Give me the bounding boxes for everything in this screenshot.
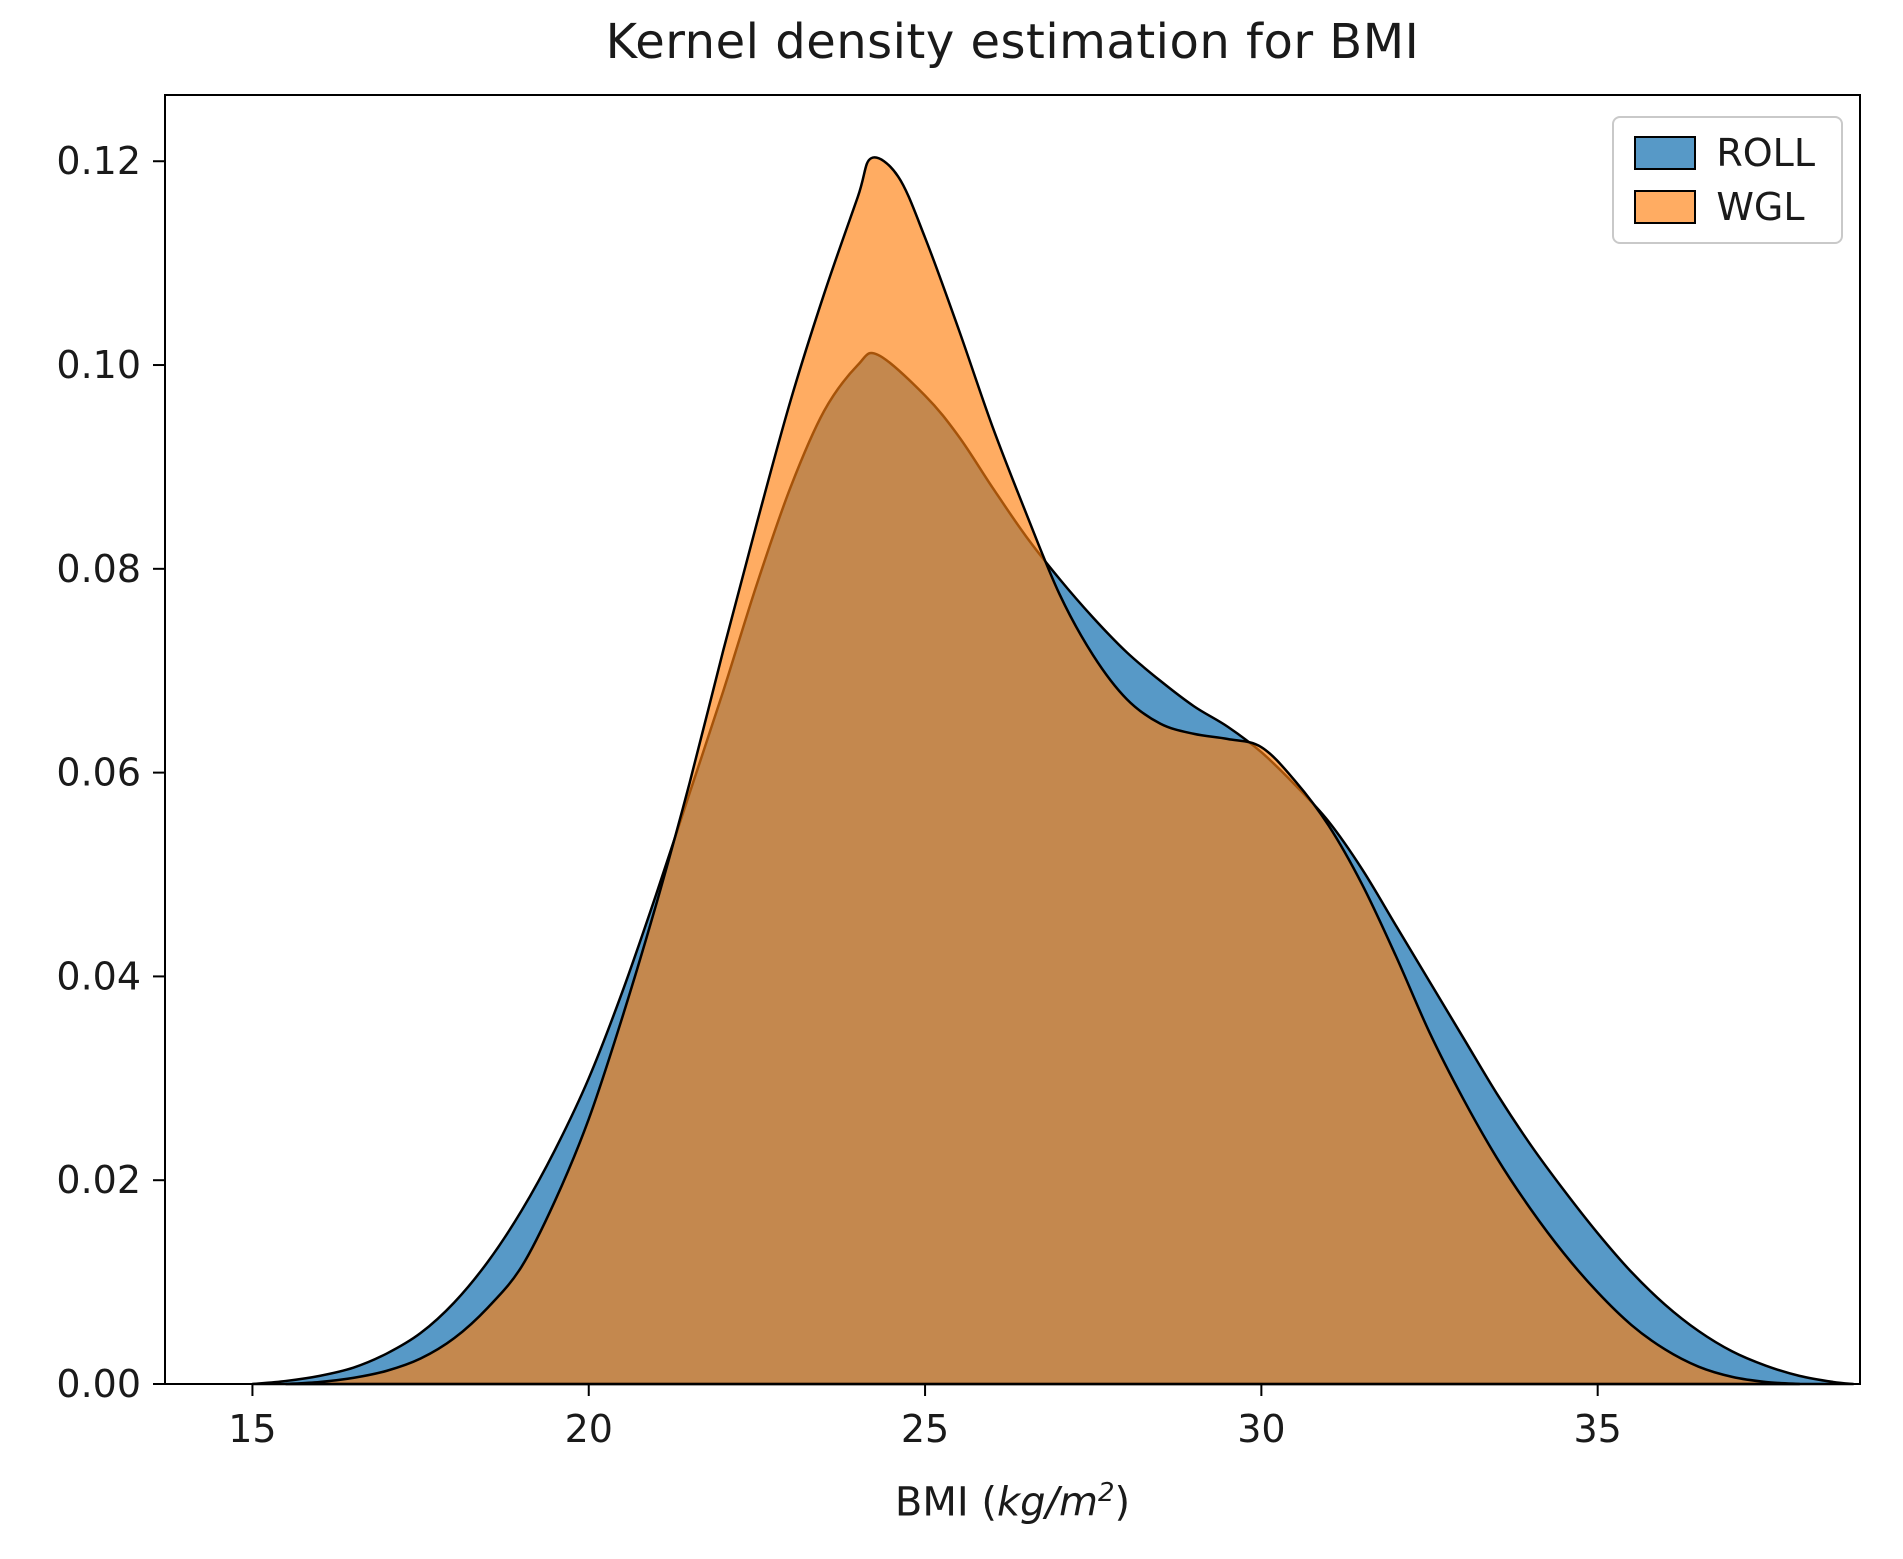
legend: ROLL WGL <box>1612 116 1843 244</box>
y-tick-label: 0.00 <box>56 1362 141 1406</box>
plot-border <box>164 94 1861 1385</box>
x-axis-label-superscript: 2 <box>1097 1478 1115 1508</box>
x-axis-label-math: kg/m <box>996 1479 1098 1526</box>
x-axis-label: BMI (kg/m2) <box>165 1478 1860 1525</box>
x-axis-label-prefix: BMI ( <box>894 1479 997 1526</box>
legend-swatch-roll-icon <box>1634 136 1697 170</box>
x-tick-label: 20 <box>565 1407 613 1451</box>
y-tick-label: 0.06 <box>56 751 141 795</box>
chart-title: Kernel density estimation for BMI <box>605 14 1420 70</box>
y-tick-label: 0.12 <box>56 139 141 183</box>
y-tick-label: 0.08 <box>56 547 141 591</box>
wgl-density-area <box>284 156 1801 1386</box>
legend-swatch-wgl-icon <box>1634 190 1697 224</box>
y-tick-label: 0.04 <box>56 954 141 998</box>
x-tick-label: 35 <box>1573 1407 1621 1451</box>
legend-item-roll: ROLL <box>1634 134 1815 172</box>
legend-item-wgl: WGL <box>1634 188 1815 226</box>
x-tick-label: 30 <box>1237 1407 1285 1451</box>
legend-label-wgl: WGL <box>1716 185 1805 229</box>
legend-label-roll: ROLL <box>1716 131 1815 175</box>
x-tick-label: 25 <box>901 1407 949 1451</box>
y-tick-label: 0.10 <box>56 343 141 387</box>
x-tick-label: 15 <box>228 1407 276 1451</box>
x-axis-label-suffix: ) <box>1114 1479 1131 1526</box>
y-tick-label: 0.02 <box>56 1158 141 1202</box>
